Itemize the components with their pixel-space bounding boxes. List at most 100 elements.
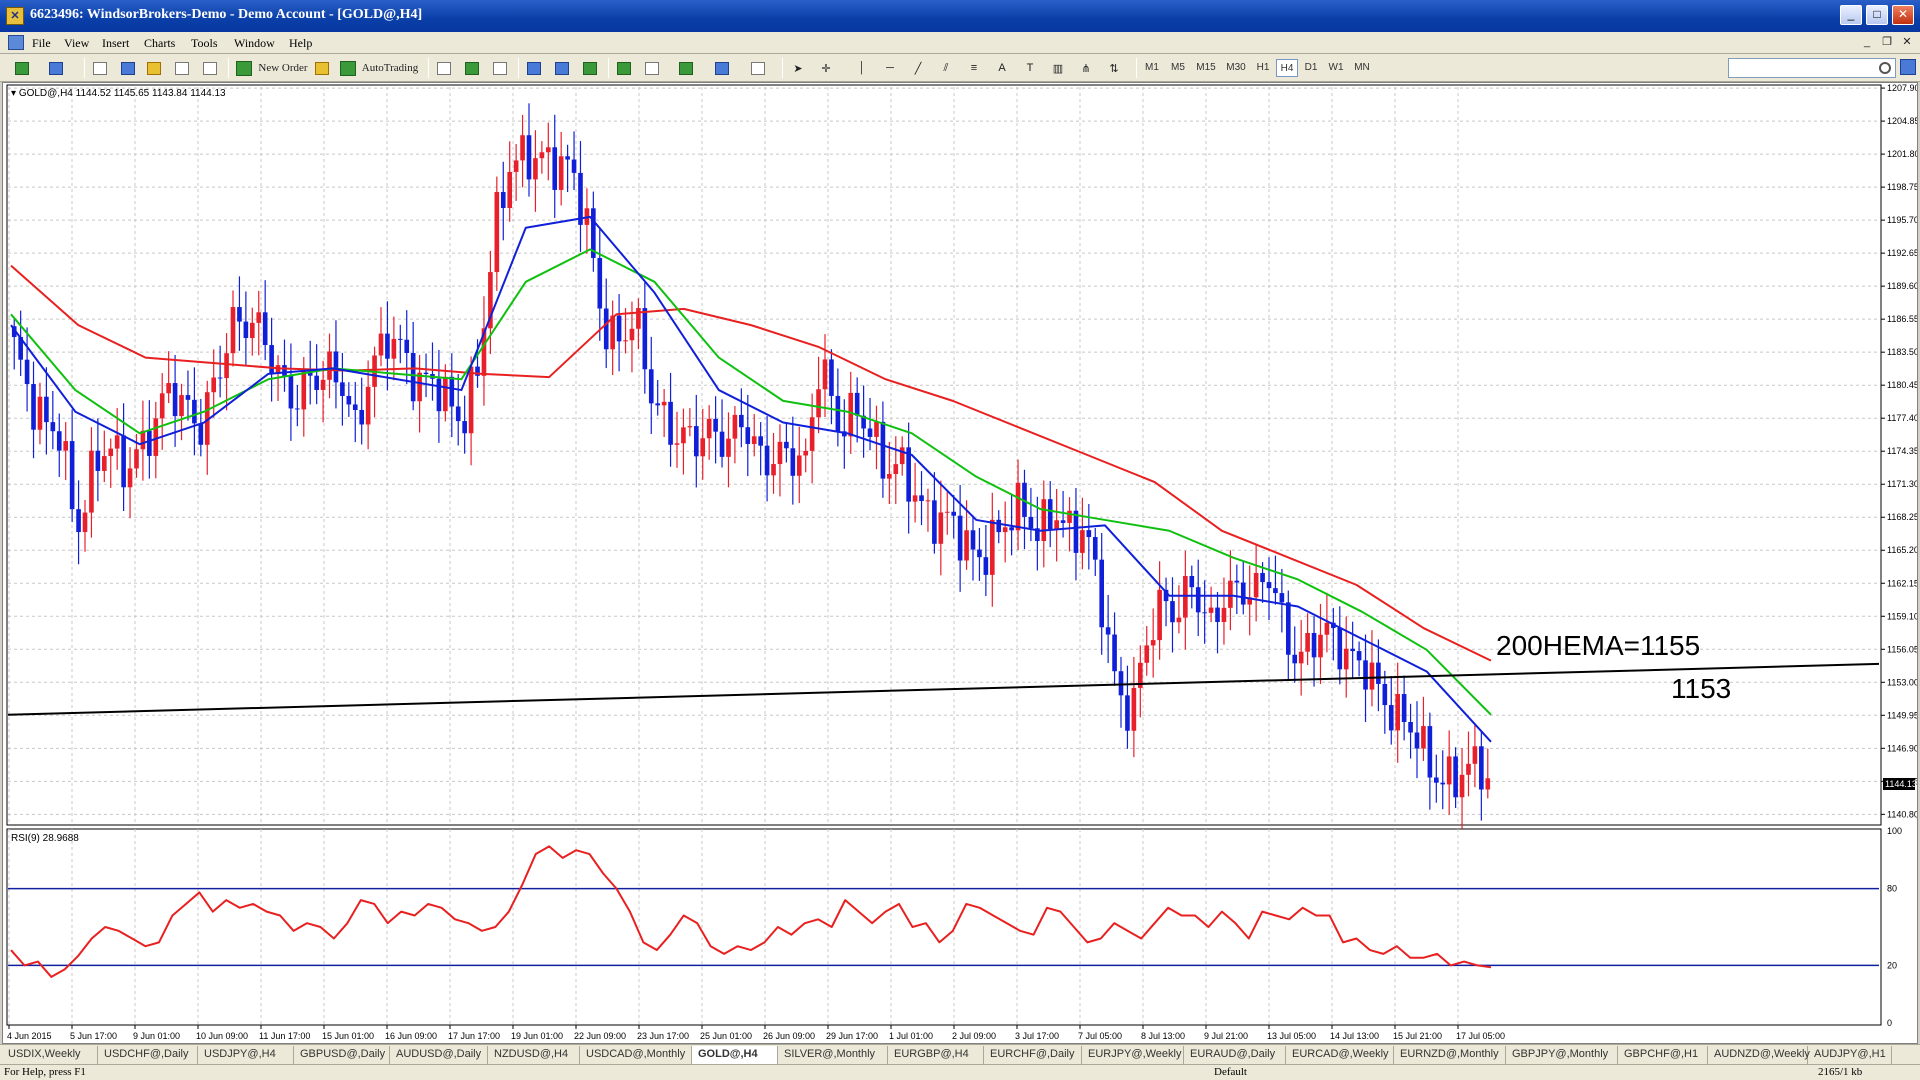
tab-euraud-daily[interactable]: EURAUD@,Daily <box>1184 1046 1286 1064</box>
strategy-tester-icon[interactable] <box>200 58 220 78</box>
tab-silver-monthly[interactable]: SILVER@,Monthly <box>778 1046 888 1064</box>
time-tick-label: 9 Jun 01:00 <box>133 1031 180 1041</box>
menu-charts[interactable]: Charts <box>144 36 176 50</box>
timeframe-h1[interactable]: H1 <box>1256 62 1270 73</box>
candlestick-icon[interactable] <box>462 58 482 78</box>
timeframe-h4[interactable]: H4 <box>1276 59 1298 77</box>
menu-window[interactable]: Window <box>234 36 275 50</box>
trendline-icon[interactable]: ╱ <box>914 62 922 75</box>
chart-window[interactable]: 1207.90 1204.85 1201.80 1198.75 1195.70 1192.… <box>2 82 1920 1044</box>
new-chart-icon[interactable] <box>12 58 32 78</box>
tab-eurcad-weekly[interactable]: EURCAD@,Weekly <box>1286 1046 1394 1064</box>
tab-gbpchf-h1[interactable]: GBPCHF@,H1 <box>1618 1046 1708 1064</box>
timeframe-mn[interactable]: MN <box>1354 62 1370 73</box>
fibonacci-icon[interactable]: ≡ <box>970 62 978 74</box>
timeframe-w1[interactable]: W1 <box>1328 62 1344 73</box>
candle-body <box>1305 632 1310 652</box>
timeframe-d1[interactable]: D1 <box>1304 62 1318 73</box>
text-icon[interactable]: A <box>998 62 1006 74</box>
metaeditor-icon[interactable] <box>312 58 332 78</box>
line-chart-icon[interactable] <box>490 58 510 78</box>
vertical-line-icon[interactable]: │ <box>858 62 866 74</box>
candle-body <box>1035 528 1040 542</box>
zoom-out-icon[interactable] <box>552 58 572 78</box>
mdi-restore-button[interactable]: ❐ <box>1882 36 1892 48</box>
candle-body <box>1408 722 1413 733</box>
periods-icon[interactable] <box>712 58 732 78</box>
timeframe-m1[interactable]: M1 <box>1145 62 1159 73</box>
menu-help[interactable]: Help <box>289 36 313 50</box>
fibo-fan-icon[interactable]: ⋔ <box>1081 62 1091 75</box>
text-label-icon[interactable]: T <box>1026 62 1034 74</box>
channel-icon[interactable]: ⫽ <box>943 61 949 74</box>
bar-chart-icon[interactable] <box>434 58 454 78</box>
tab-audjpy-h1[interactable]: AUDJPY@,H1 <box>1808 1046 1892 1064</box>
mdi-minimize-button[interactable]: _ <box>1863 36 1871 48</box>
level-annotation[interactable]: 1153 <box>1671 673 1731 704</box>
minimize-button[interactable]: _ <box>1840 5 1862 25</box>
menu-file[interactable]: File <box>32 36 51 50</box>
candle-body <box>642 308 648 370</box>
candle-body <box>565 156 570 160</box>
arrows-icon[interactable]: ⇅ <box>1109 62 1119 75</box>
profiles-icon[interactable] <box>46 58 66 78</box>
tab-gbpjpy-monthly[interactable]: GBPJPY@,Monthly <box>1506 1046 1618 1064</box>
tab-usdcad-monthly[interactable]: USDCAD@,Monthly <box>580 1046 692 1064</box>
menu-tools[interactable]: Tools <box>191 36 218 50</box>
candle-body <box>623 340 628 342</box>
menu-insert[interactable]: Insert <box>102 36 130 50</box>
menu-view[interactable]: View <box>64 36 90 50</box>
gann-icon[interactable]: ▥ <box>1052 62 1064 75</box>
horizontal-line-icon[interactable]: ─ <box>886 62 894 74</box>
hema-annotation[interactable]: 200HEMA=1155 <box>1496 630 1700 661</box>
tab-eurchf-daily[interactable]: EURCHF@,Daily <box>984 1046 1082 1064</box>
tab-usdjpy-h4[interactable]: USDJPY@,H4 <box>198 1046 294 1064</box>
market-watch-icon[interactable] <box>90 58 110 78</box>
candle-body <box>295 408 300 410</box>
community-icon[interactable] <box>1900 59 1916 75</box>
candle-body <box>1466 763 1471 775</box>
tab-eurjpy-weekly[interactable]: EURJPY@,Weekly <box>1082 1046 1184 1064</box>
price-tick-label: 1186.55 <box>1887 314 1917 324</box>
terminal-icon[interactable] <box>172 58 192 78</box>
navigator-icon[interactable] <box>144 58 164 78</box>
data-window-icon[interactable] <box>118 58 138 78</box>
candle-body <box>1228 580 1233 608</box>
tab-audnzd-weekly[interactable]: AUDNZD@,Weekly <box>1708 1046 1810 1064</box>
timeframe-m30[interactable]: M30 <box>1226 62 1246 73</box>
candle-body <box>681 427 686 444</box>
chart-window-icon[interactable] <box>8 35 24 50</box>
timeframe-m15[interactable]: M15 <box>1196 62 1216 73</box>
chart-canvas[interactable]: 1207.90 1204.85 1201.80 1198.75 1195.70 1192.… <box>3 83 1920 1043</box>
new-order-button[interactable]: New Order <box>236 58 312 78</box>
templates-icon[interactable] <box>748 58 768 78</box>
tab-usdix-weekly[interactable]: USDIX,Weekly <box>2 1046 98 1064</box>
support-trendline[interactable] <box>7 662 1880 716</box>
candle-body <box>1363 660 1368 690</box>
tab-gold-h4[interactable]: GOLD@,H4 <box>692 1046 778 1064</box>
chart-shift-icon[interactable] <box>642 58 662 78</box>
maximize-button[interactable]: □ <box>1866 5 1888 25</box>
candle-body <box>262 312 268 346</box>
mdi-close-button[interactable]: ✕ <box>1902 36 1912 48</box>
autoscroll-icon[interactable] <box>614 58 634 78</box>
time-tick-label: 17 Jun 17:00 <box>448 1031 500 1041</box>
tile-windows-icon[interactable] <box>580 58 600 78</box>
candle-body <box>385 333 390 359</box>
tab-usdchf-daily[interactable]: USDCHF@,Daily <box>98 1046 198 1064</box>
tab-gbpusd-daily[interactable]: GBPUSD@,Daily <box>294 1046 390 1064</box>
tab-nzdusd-h4[interactable]: NZDUSD@,H4 <box>488 1046 580 1064</box>
tab-eurgbp-h4[interactable]: EURGBP@,H4 <box>888 1046 984 1064</box>
close-button[interactable]: ✕ <box>1892 5 1914 25</box>
toolbar: New Order AutoTrading ➤ ✛ │ ─ ╱ ⫽ ≡ A T … <box>0 54 1920 82</box>
tab-audusd-daily[interactable]: AUDUSD@,Daily <box>390 1046 488 1064</box>
search-input[interactable] <box>1728 58 1896 78</box>
indicators-icon[interactable] <box>676 58 696 78</box>
autotrading-button[interactable]: AutoTrading <box>340 58 422 78</box>
tab-eurnzd-monthly[interactable]: EURNZD@,Monthly <box>1394 1046 1506 1064</box>
candle-body <box>455 406 461 422</box>
zoom-in-icon[interactable] <box>524 58 544 78</box>
crosshair-icon[interactable]: ✛ <box>821 62 831 75</box>
timeframe-m5[interactable]: M5 <box>1171 62 1185 73</box>
cursor-icon[interactable]: ➤ <box>793 62 803 75</box>
